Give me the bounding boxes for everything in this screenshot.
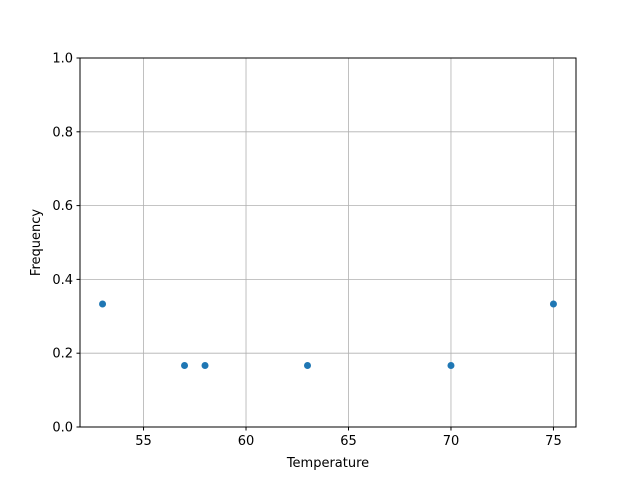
grid [80,57,576,428]
y-tick-label: 0.2 [52,347,73,362]
data-point [447,361,455,369]
x-axis-label: Temperature [286,456,369,471]
data-point [181,361,189,369]
y-tick-label: 0.6 [52,199,73,214]
x-tick-label: 70 [443,434,460,449]
data-point [304,361,312,369]
y-axis: 0.0 0.2 0.4 0.6 0.8 1.0 [52,52,80,436]
data-point [99,300,107,308]
y-tick-label: 0.4 [52,273,73,288]
x-tick-label: 65 [340,434,357,449]
data-point [549,300,557,308]
data-point [201,361,209,369]
x-tick-label: 75 [545,434,562,449]
x-axis: 55 60 65 70 75 [135,427,562,449]
y-tick-label: 0.8 [52,125,73,140]
x-tick-label: 55 [135,434,152,449]
y-tick-label: 0.0 [52,421,73,436]
x-tick-label: 60 [238,434,255,449]
plot-frame [79,57,577,428]
y-tick-label: 1.0 [52,52,73,67]
data-points [99,300,557,369]
y-axis-label: Frequency [29,209,44,276]
